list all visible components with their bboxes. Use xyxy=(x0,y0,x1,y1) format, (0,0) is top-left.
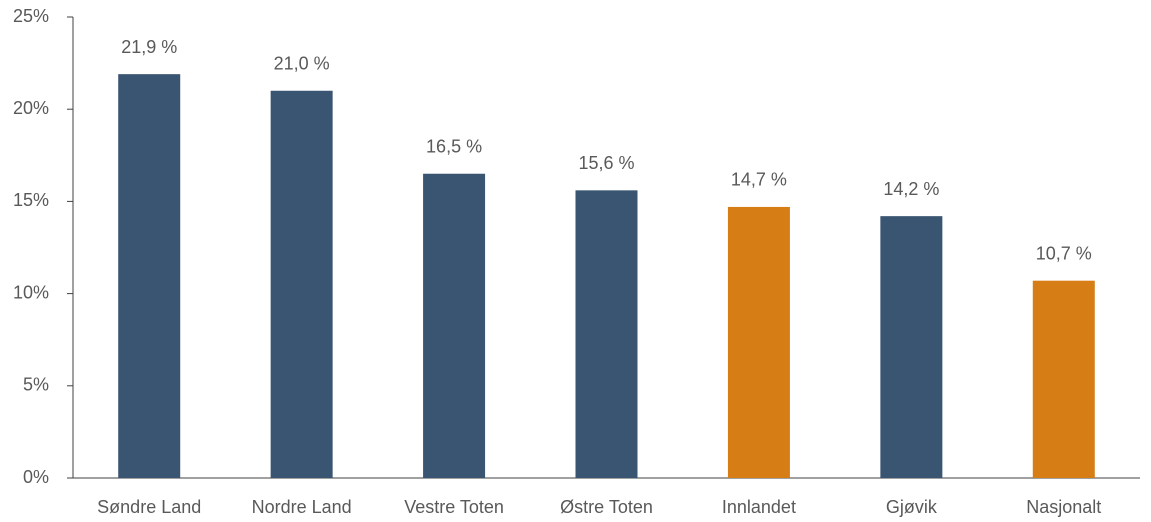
x-tick-label: Vestre Toten xyxy=(404,497,504,517)
bar xyxy=(1032,280,1095,478)
value-label: 21,0 % xyxy=(274,54,330,74)
y-tick-label: 5% xyxy=(23,375,49,395)
y-tick-label: 25% xyxy=(13,6,49,26)
bar xyxy=(423,173,486,479)
value-label: 10,7 % xyxy=(1036,243,1092,263)
y-tick-label: 0% xyxy=(23,467,49,487)
value-label: 16,5 % xyxy=(426,136,482,156)
x-tick-label: Nordre Land xyxy=(252,497,352,517)
x-tick-label: Innlandet xyxy=(722,497,796,517)
value-label: 14,2 % xyxy=(883,179,939,199)
y-tick-label: 20% xyxy=(13,98,49,118)
bar xyxy=(575,190,638,478)
y-tick-label: 15% xyxy=(13,190,49,210)
value-label: 21,9 % xyxy=(121,37,177,57)
x-tick-label: Gjøvik xyxy=(886,497,938,517)
bar xyxy=(880,216,943,479)
bar xyxy=(118,74,181,478)
value-label: 14,7 % xyxy=(731,170,787,190)
x-tick-label: Søndre Land xyxy=(97,497,201,517)
value-label: 15,6 % xyxy=(578,153,634,173)
x-tick-label: Nasjonalt xyxy=(1026,497,1101,517)
bar xyxy=(270,90,333,478)
bar xyxy=(727,206,790,478)
x-tick-label: Østre Toten xyxy=(560,497,653,517)
y-tick-label: 10% xyxy=(13,282,49,302)
